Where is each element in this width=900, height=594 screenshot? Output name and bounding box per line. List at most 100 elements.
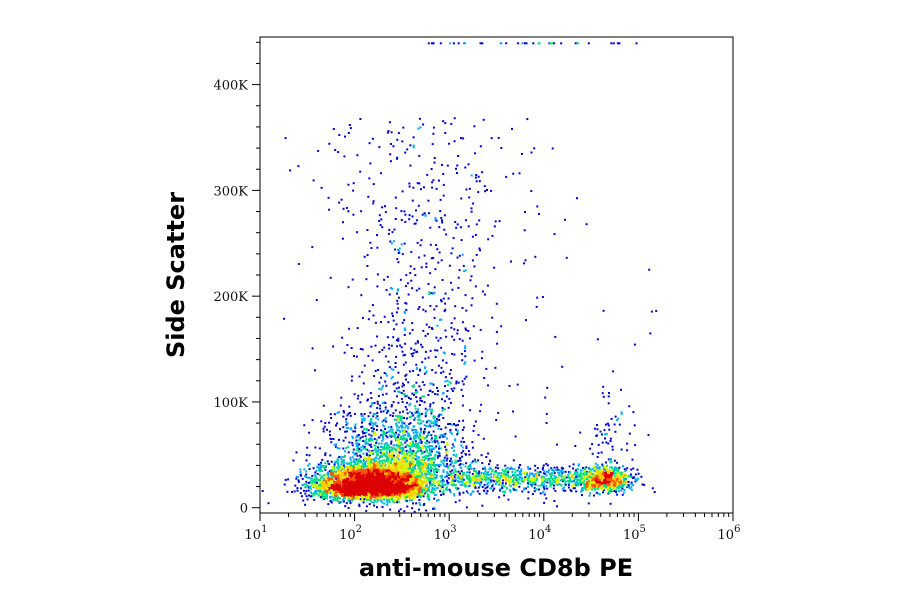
data-point [389, 449, 392, 452]
data-point [542, 472, 545, 475]
data-point [446, 457, 449, 460]
data-point [397, 498, 400, 500]
data-point [325, 474, 328, 477]
data-point [416, 442, 419, 445]
data-point [370, 345, 373, 348]
data-point [319, 490, 322, 493]
data-point [338, 201, 341, 204]
data-point [355, 436, 358, 439]
data-point [304, 485, 307, 488]
data-point [599, 474, 602, 477]
data-point [464, 294, 467, 297]
data-point [370, 446, 373, 448]
data-point [474, 233, 477, 236]
data-point [376, 469, 378, 472]
data-point [420, 428, 423, 431]
data-point [426, 450, 429, 453]
data-point [395, 480, 398, 483]
data-point [396, 445, 399, 448]
data-point [542, 481, 545, 484]
data-point [544, 472, 546, 475]
data-point [401, 477, 404, 480]
data-point [383, 482, 386, 485]
data-point [529, 472, 532, 475]
data-point [336, 422, 339, 425]
data-point [441, 481, 444, 484]
data-point [428, 457, 431, 460]
data-point [374, 413, 377, 416]
data-point [344, 135, 346, 138]
data-point [361, 415, 364, 418]
data-point [313, 482, 316, 484]
data-point [346, 414, 349, 417]
data-point [355, 497, 358, 500]
data-point [461, 404, 464, 407]
data-point [428, 212, 430, 215]
data-point [437, 390, 439, 392]
data-point [441, 483, 444, 486]
data-point [429, 482, 432, 485]
data-point [349, 502, 352, 505]
data-point [391, 476, 394, 479]
data-point [393, 470, 396, 472]
data-point [465, 188, 468, 191]
data-point [358, 450, 361, 453]
data-point [377, 492, 380, 495]
data-point [377, 369, 380, 371]
data-point [413, 418, 416, 421]
data-point [320, 493, 322, 496]
data-point [362, 432, 365, 435]
data-point [441, 163, 443, 166]
data-point [403, 493, 406, 496]
data-point [448, 264, 451, 267]
data-point [326, 484, 329, 487]
data-point [431, 489, 434, 492]
data-point [405, 479, 408, 482]
data-point [384, 406, 387, 409]
data-point [425, 425, 428, 428]
data-point [450, 252, 453, 255]
data-point [416, 468, 419, 471]
data-point [372, 467, 375, 470]
data-point [370, 418, 373, 421]
data-point [366, 466, 369, 469]
data-point [383, 453, 386, 455]
data-point [385, 472, 388, 475]
data-point [360, 483, 363, 486]
data-point [503, 485, 506, 488]
data-point [556, 481, 559, 484]
data-point [360, 414, 363, 417]
data-point [484, 470, 487, 473]
data-point [361, 489, 364, 492]
data-point [413, 394, 415, 396]
data-point [413, 437, 416, 440]
data-point [345, 465, 348, 468]
data-point [443, 480, 445, 483]
data-point [398, 414, 401, 417]
data-point [438, 419, 441, 421]
data-point [337, 479, 340, 482]
data-point [487, 452, 490, 455]
data-point [415, 452, 418, 455]
data-point [393, 448, 396, 451]
data-point [384, 454, 387, 457]
data-point [477, 175, 480, 178]
data-point [461, 321, 464, 324]
data-point [313, 498, 316, 501]
data-point [388, 475, 391, 478]
data-point [372, 428, 375, 430]
data-point [366, 399, 369, 402]
data-point [475, 223, 478, 226]
data-point [446, 437, 449, 440]
data-point [348, 486, 351, 489]
data-point [349, 463, 352, 466]
data-point [367, 484, 369, 487]
data-point [362, 475, 365, 478]
data-point [381, 420, 384, 423]
data-point [405, 460, 408, 462]
data-point [434, 477, 437, 480]
data-point [383, 445, 386, 448]
data-point [436, 420, 438, 423]
data-point [444, 432, 447, 435]
data-point [404, 455, 407, 458]
